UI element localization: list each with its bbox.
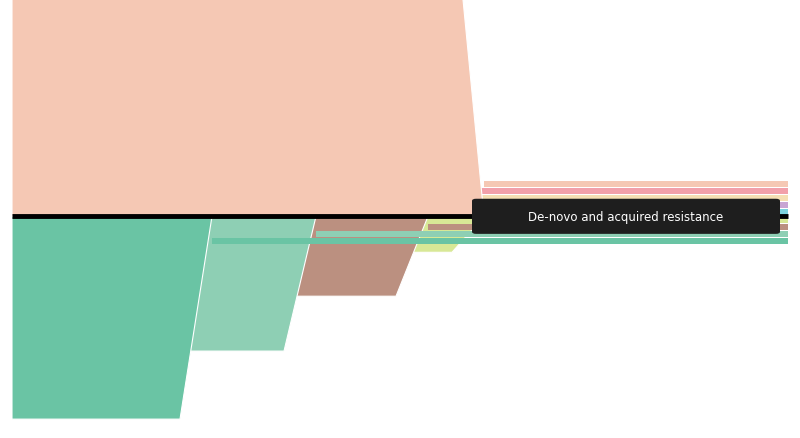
Text: Coopting alternative
immune checkpoints: Coopting alternative immune checkpoints <box>24 143 138 166</box>
Polygon shape <box>316 232 788 238</box>
Polygon shape <box>484 218 788 224</box>
FancyBboxPatch shape <box>472 199 780 234</box>
Polygon shape <box>428 189 788 195</box>
Polygon shape <box>12 217 316 351</box>
Text: Tumour plasticity
and stemness: Tumour plasticity and stemness <box>24 313 117 335</box>
Polygon shape <box>372 196 788 202</box>
Polygon shape <box>12 217 212 419</box>
Text: De-novo and acquired resistance: De-novo and acquired resistance <box>528 210 724 223</box>
Polygon shape <box>12 0 372 217</box>
Polygon shape <box>12 0 484 217</box>
Text: Antigen
presentation: Antigen presentation <box>24 46 93 68</box>
Text: Deregulation of
immunometabolism: Deregulation of immunometabolism <box>24 223 133 246</box>
Polygon shape <box>260 210 788 216</box>
Polygon shape <box>12 22 316 217</box>
Polygon shape <box>428 225 788 231</box>
Polygon shape <box>12 0 428 217</box>
Text: Neoantigen and
CD8 T-cell repertoires: Neoantigen and CD8 T-cell repertoires <box>24 0 142 6</box>
Polygon shape <box>12 217 484 253</box>
Text: Enteric
microbiome: Enteric microbiome <box>24 374 89 396</box>
Polygon shape <box>316 203 788 209</box>
Text: Angiogenesis: Angiogenesis <box>24 270 97 279</box>
Polygon shape <box>12 217 428 297</box>
Polygon shape <box>212 239 788 245</box>
Polygon shape <box>12 92 260 217</box>
Polygon shape <box>484 182 788 188</box>
